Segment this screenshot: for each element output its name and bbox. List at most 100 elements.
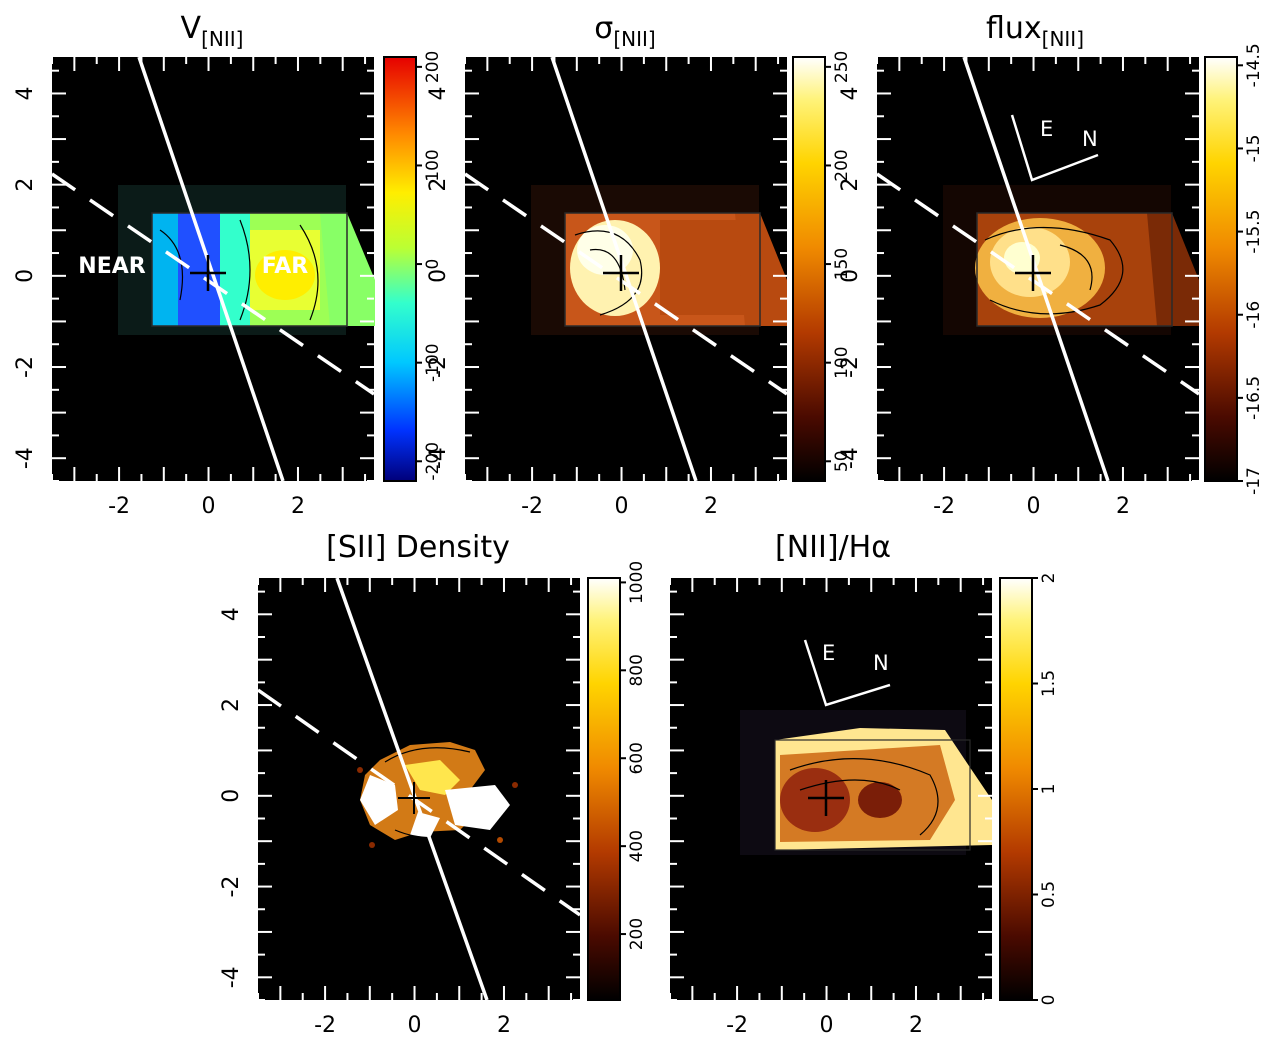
compass-north-label: N [1082, 127, 1098, 151]
colorbar-tick-label: 150 [832, 248, 852, 280]
x-tick-label: -2 [933, 494, 955, 519]
colorbar-tick-label: -14.5 [1244, 43, 1264, 87]
panel-2-colorbar [792, 56, 826, 482]
colorbar-tick-label: 50 [832, 450, 852, 472]
y-tick-label: 4 [219, 607, 244, 621]
panel-3-center-cross [1015, 255, 1051, 291]
colorbar-tick-label: 2 [1039, 573, 1059, 584]
panel-1-ionization-axis-line [51, 172, 375, 396]
y-tick-label: 0 [13, 269, 38, 283]
compass-east-label: E [822, 641, 835, 665]
y-tick-label: 2 [838, 178, 863, 192]
colorbar-tick-label: 200 [423, 51, 443, 83]
panel-4-center-cross [398, 782, 430, 814]
colorbar-tick-label: 250 [832, 51, 852, 83]
panel-1-x-axis: -2 0 2 [51, 57, 367, 519]
y-tick-label: 2 [426, 178, 451, 192]
panel-4-y-axis: -4 -2 0 2 4 [219, 590, 580, 1001]
panel-4-major-axis-line [335, 577, 489, 1001]
panel-density: [SII] Density -2 0 2 -4 -2 0 2 4 200 400 600 800 1… [219, 530, 647, 1038]
y-tick-label: -4 [219, 966, 244, 988]
colorbar-tick-label: -15.5 [1244, 210, 1264, 254]
colorbar-tick-label: 1.5 [1039, 670, 1059, 697]
colorbar-tick-label: 0.5 [1039, 881, 1059, 908]
y-tick-label: -2 [426, 356, 451, 378]
colorbar-tick-label: 0 [1039, 995, 1059, 1006]
y-tick-label: 4 [426, 86, 451, 100]
x-tick-label: 0 [202, 494, 216, 519]
panel-5-map [740, 710, 992, 855]
panel-1-colorbar [383, 56, 417, 482]
y-tick-label: 0 [219, 789, 244, 803]
panel-3-x-axis: -2 0 2 [876, 57, 1192, 519]
panel-2-x-axis: -2 0 2 [464, 57, 780, 519]
panel-2-major-axis-line [550, 56, 698, 482]
y-tick-label: -2 [838, 356, 863, 378]
panel-4-ionization-axis-line [256, 688, 582, 917]
panel-3-colorbar-ticks: -17 -16.5 -16 -15.5 -15 -14.5 [1237, 43, 1264, 495]
x-tick-label: -2 [108, 494, 130, 519]
panel-3-ionization-axis-line [876, 172, 1200, 396]
y-tick-label: 2 [13, 178, 38, 192]
colorbar-tick-label: 400 [627, 830, 647, 862]
colorbar-tick-label: -100 [423, 343, 443, 382]
colorbar-tick-label: 100 [832, 346, 852, 378]
y-tick-label: 0 [426, 269, 451, 283]
panel-5-colorbar-ticks: 0 0.5 1 1.5 2 [1032, 573, 1059, 1006]
panel-3-major-axis-line [962, 56, 1110, 482]
panel-velocity: V[NII] NEAR FAR -2 0 2 -4 -2 0 2 4 -200 -100 0 10… [13, 11, 443, 519]
x-tick-label: 0 [408, 1013, 422, 1038]
panel-4-title: [SII] Density [326, 530, 510, 565]
x-tick-label: 2 [497, 1013, 511, 1038]
panel-1-y-axis: -4 -2 0 2 4 [13, 69, 374, 482]
y-tick-label: 2 [219, 698, 244, 712]
panel-5-colorbar [999, 577, 1033, 1001]
colorbar-tick-label: 600 [627, 742, 647, 774]
x-tick-label: -2 [726, 1013, 748, 1038]
colorbar-tick-label: -15 [1244, 135, 1264, 163]
y-tick-label: -2 [219, 876, 244, 898]
panel-5-center-cross [808, 780, 844, 816]
colorbar-tick-label: 0 [423, 259, 443, 270]
compass-east-label: E [1040, 117, 1053, 141]
panel-5-title: [NII]/Hα [775, 530, 891, 565]
x-tick-label: 2 [909, 1013, 923, 1038]
colorbar-tick-label: -200 [423, 442, 443, 481]
y-tick-label: 4 [838, 86, 863, 100]
panel-1-major-axis-line [137, 56, 285, 482]
far-label: FAR [262, 254, 309, 279]
colorbar-tick-label: 100 [423, 149, 443, 181]
panel-2-y-axis: -4 -2 0 2 4 [426, 69, 787, 482]
y-tick-label: -4 [838, 447, 863, 469]
x-tick-label: 0 [1027, 494, 1041, 519]
compass-north-label: N [873, 651, 889, 675]
colorbar-tick-label: -16.5 [1244, 376, 1264, 420]
panel-2-title: σ[NII] [594, 11, 655, 51]
panel-3-y-axis: -4 -2 0 2 4 [838, 69, 1199, 482]
panel-4-colorbar [587, 577, 621, 1001]
colorbar-tick-label: 1 [1039, 784, 1059, 795]
panel-5-x-axis: -2 0 2 [669, 578, 985, 1038]
panel-1-center-cross [190, 255, 226, 291]
panel-1-map [118, 185, 375, 335]
y-tick-label: -4 [426, 447, 451, 469]
y-tick-label: 0 [838, 269, 863, 283]
x-tick-label: -2 [314, 1013, 336, 1038]
panel-3-map [943, 185, 1199, 335]
panel-3-title: flux[NII] [986, 11, 1084, 51]
panel-5-y-axis [670, 590, 992, 1001]
x-tick-label: 0 [615, 494, 629, 519]
colorbar-tick-label: 200 [832, 149, 852, 181]
x-tick-label: -2 [521, 494, 543, 519]
x-tick-label: 2 [1116, 494, 1130, 519]
panel-4-colorbar-ticks: 200 400 600 800 1000 [620, 561, 647, 950]
panel-dispersion: σ[NII] -2 0 2 -4 -2 0 2 4 50 100 150 200 250 [426, 11, 852, 519]
panel-4-map [357, 742, 518, 848]
panel-1-title: V[NII] [181, 11, 244, 51]
panel-1-colorbar-ticks: -200 -100 0 100 200 [416, 51, 443, 481]
panel-4-x-axis: -2 0 2 [257, 578, 573, 1038]
panel-3-compass: E N [1010, 114, 1099, 182]
panel-5-compass: E N [803, 639, 891, 707]
y-tick-label: 4 [13, 86, 38, 100]
